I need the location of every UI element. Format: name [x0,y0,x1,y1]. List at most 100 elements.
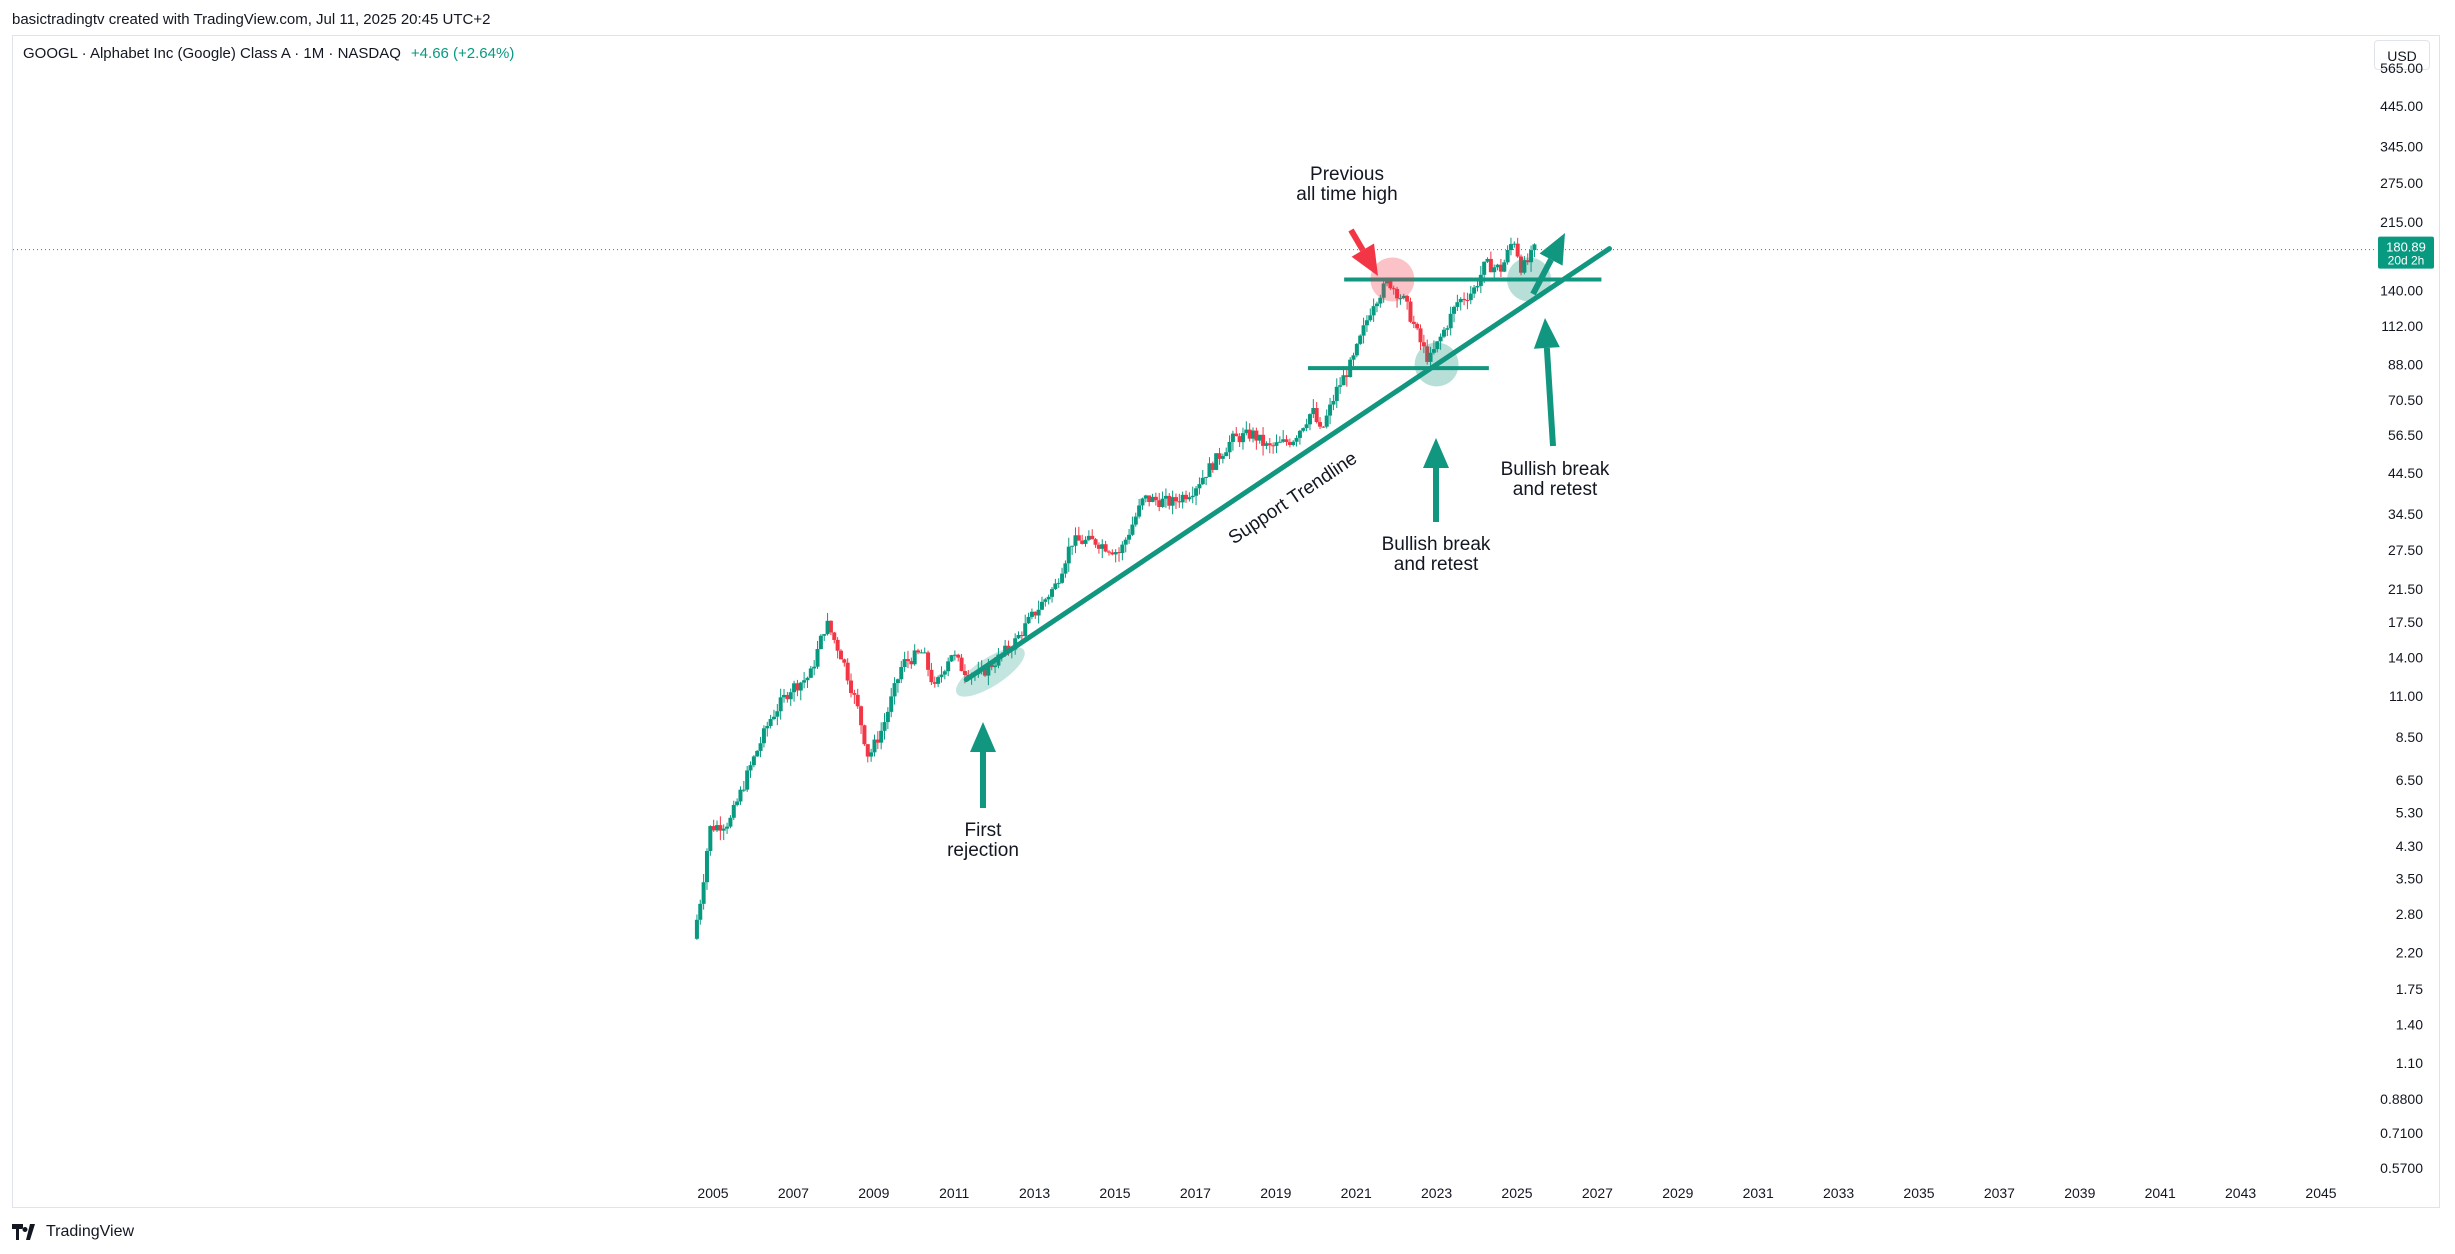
candle-body [758,743,763,751]
y-tick-label: 345.00 [2380,139,2423,155]
symbol-legend[interactable]: GOOGL · Alphabet Inc (Google) Class A · … [23,45,514,62]
x-tick-label: 2035 [1903,1185,1934,1201]
candle-body [1110,552,1115,555]
candle-body [1170,497,1175,506]
candle-body [798,682,803,691]
candle-body [916,650,921,653]
candle-body [879,730,884,743]
candle-body [926,652,931,670]
x-tick-label: 2011 [939,1185,969,1201]
candle-body [1137,505,1142,517]
candle-body [1462,298,1467,301]
candle-body [889,696,894,712]
candle-body [785,694,790,700]
y-tick-label: 34.50 [2388,506,2423,522]
candle-body [1050,589,1055,597]
candle-body [989,664,994,668]
candle-body [1070,545,1075,547]
x-tick-label: 2037 [1984,1185,2015,1201]
candle-body [765,725,770,729]
x-tick-label: 2041 [2145,1185,2176,1201]
last-price-countdown: 20d 2h [2388,254,2425,268]
support-trendline [963,246,1612,683]
candle-body [1418,328,1423,343]
candle-body [859,706,864,726]
currency-button[interactable]: USD [2374,40,2430,70]
candle-body [815,649,820,667]
candle-body [1173,497,1178,502]
candle-body [912,650,917,665]
candle-body [1398,298,1403,300]
candle-body [1508,244,1513,251]
x-tick-label: 2033 [1823,1185,1854,1201]
candle-body [1130,524,1135,535]
candle-body [802,680,807,683]
y-tick-label: 0.8800 [2380,1091,2423,1107]
candle-body [1492,267,1497,273]
x-tick-label: 2019 [1260,1185,1291,1201]
candle-body [1113,552,1118,555]
tradingview-logo[interactable]: TradingView [12,1223,134,1241]
last-price-badge [2378,236,2434,269]
x-tick-label: 2043 [2225,1185,2256,1201]
candle-body [922,652,927,654]
x-tick-label: 2023 [1421,1185,1452,1201]
candle-body [761,728,766,744]
candle-body [708,826,713,851]
candle-body [751,756,756,766]
candles-layer [694,237,1537,940]
y-tick-label: 275.00 [2380,175,2423,191]
candle-body [745,770,750,790]
candle-body [1334,386,1339,401]
candle-body [1344,375,1349,378]
candle-body [1388,280,1393,289]
candle-body [1331,400,1336,405]
candle-body [1411,321,1416,324]
candle-body [1448,313,1453,329]
candle-body [1160,498,1165,507]
candle-body [875,739,880,743]
tradingview-logo-icon [12,1224,35,1240]
price-axis: 565.00 445.00 345.00 275.00 215.00 140.00 112.… [2378,60,2434,1176]
candle-body [952,654,957,656]
y-tick-label: 6.50 [2396,772,2423,788]
x-tick-label: 2039 [2064,1185,2095,1201]
ath-arrow-head [1351,243,1378,276]
candle-body [1291,441,1296,445]
candle-body [1441,329,1446,337]
candle-body [983,667,988,676]
candle-body [1019,634,1024,637]
candle-body [892,683,897,697]
candle-body [993,665,998,668]
candle-body [735,801,740,805]
candle-body [865,744,870,757]
candle-body [728,817,733,827]
y-tick-label: 1.75 [2396,981,2423,997]
candle-body [1063,563,1068,574]
x-tick-label: 2015 [1099,1185,1130,1201]
y-tick-label: 2.20 [2396,945,2423,961]
candle-body [1039,601,1044,610]
y-tick-label: 14.00 [2388,650,2423,666]
candle-body [725,826,730,829]
y-tick-label: 21.50 [2388,581,2423,597]
x-tick-label: 2021 [1341,1185,1372,1201]
candle-body [1284,439,1289,443]
candle-body [1177,501,1182,503]
candle-body [832,632,837,640]
candle-body [1157,500,1162,507]
candle-body [1264,443,1269,446]
candle-body [1314,408,1319,423]
candle-body [1210,463,1215,470]
candle-body [1324,415,1329,427]
x-tick-label: 2025 [1501,1185,1532,1201]
candle-body [1341,375,1346,386]
x-tick-label: 2013 [1019,1185,1050,1201]
candle-body [986,664,991,676]
candle-body [1301,428,1306,431]
y-tick-label: 140.00 [2380,282,2423,298]
candle-body [1361,325,1366,336]
candle-body [852,693,857,695]
ath-arrow-shaft [1348,228,1366,252]
